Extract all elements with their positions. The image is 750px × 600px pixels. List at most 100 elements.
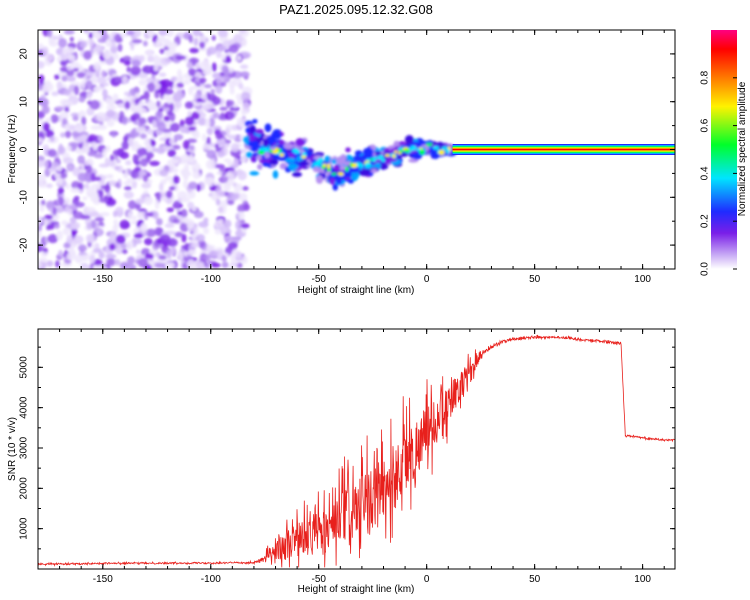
spectrogram-band-core: [416, 148, 422, 152]
spectrogram-noise-blob: [134, 198, 145, 205]
spectrogram-noise-blob: [187, 138, 198, 144]
spectrogram-noise-blob: [149, 160, 160, 167]
spectrogram-noise-blob: [211, 62, 217, 72]
snr-panel: -150 -100 -50 0 50 100 1000 2000 3000 4000 5000 H…: [7, 328, 676, 595]
spectrogram-noise-blob: [164, 175, 174, 182]
spectrogram-noise-blob: [140, 158, 148, 167]
spectrogram-noise-blob: [223, 219, 232, 228]
spectrogram-band-blob: [255, 128, 264, 135]
spectrogram-noise-blob: [190, 241, 200, 248]
spectrogram-noise-blob: [168, 186, 176, 191]
spectrogram-band-blob: [252, 118, 258, 124]
spectrogram-noise-blob: [69, 216, 77, 224]
spectrogram-noise-blob: [180, 208, 188, 219]
spectrogram-band-blob: [278, 140, 286, 145]
spectrogram-noise-blob: [74, 195, 80, 201]
spectrogram-y-ticks: -20 -10 0 10 20: [19, 29, 675, 270]
spectrogram-noise-blob: [114, 259, 121, 266]
spectrogram-noise-blob: [202, 143, 212, 151]
spectrogram-noise-blob: [124, 185, 132, 191]
spectrogram-band-core: [392, 154, 396, 159]
spectrogram-noise-blob: [236, 117, 248, 127]
spectrogram-noise-blob: [177, 251, 184, 262]
spectrogram-noise-blob: [86, 222, 92, 230]
spectrogram-noise-blob: [58, 196, 65, 205]
spectrogram-noise-blob: [156, 192, 162, 200]
spectrogram-noise-blob: [114, 223, 119, 229]
spectrogram-noise-blob: [172, 167, 179, 173]
spectrogram-noise-blob: [238, 30, 247, 34]
spectrogram-noise-blob: [80, 163, 85, 173]
spectrogram-noise-blob: [62, 157, 74, 164]
colorbar-tick-label: 0.6: [700, 118, 711, 132]
spectrogram-noise-blob: [94, 217, 105, 222]
snr-background: [38, 329, 675, 569]
spectrogram-noise-blob: [73, 85, 80, 96]
snr-line: [38, 334, 675, 568]
spectrogram-noise-blob: [91, 77, 98, 84]
spectrogram-noise-blob: [66, 145, 72, 152]
spectrogram-noise-blob: [179, 196, 191, 203]
snr-marks: [38, 334, 675, 568]
spectrogram-noise-blob: [235, 251, 243, 260]
colorbar-tick-label: 0.4: [700, 166, 711, 180]
spectrogram-noise-blob: [105, 254, 117, 259]
spectrogram-noise-blob: [216, 171, 223, 176]
spectrogram-noise-blob: [98, 221, 104, 227]
spectrogram-band-blob: [408, 158, 419, 163]
spectrogram-noise-blob: [38, 159, 46, 168]
spectrogram-x-tick-label: -50: [311, 274, 326, 285]
spectrogram-noise-blob: [225, 180, 236, 186]
spectrogram-band-blobs: [243, 118, 458, 191]
spectrogram-noise-blob: [42, 82, 54, 92]
spectrogram-noise-blob: [62, 227, 71, 236]
spectrogram-noise-blob: [109, 243, 116, 251]
spectrogram-noise-blob: [224, 252, 230, 258]
spectrogram-band-core: [279, 153, 285, 157]
spectrogram-noise-blob: [99, 179, 105, 185]
spectrogram-band-core: [441, 146, 447, 151]
spectrogram-band-blob: [295, 138, 305, 147]
spectrogram-band-core: [393, 150, 398, 154]
spectrogram-noise-blob: [225, 139, 232, 144]
spectrogram-noise-blob: [206, 136, 211, 146]
spectrogram-band-blob: [347, 179, 354, 184]
spectrogram-noise-blob: [239, 71, 250, 78]
spectrogram-noise-blob: [239, 157, 247, 163]
spectrogram-noise-blob: [225, 55, 231, 63]
spectrogram-noise-blob: [93, 248, 102, 254]
spectrogram-noise-blob: [106, 120, 115, 127]
spectrogram-noise-blob: [242, 38, 247, 47]
spectrogram-band-blob: [312, 166, 320, 173]
spectrogram-noise-blob: [113, 219, 118, 226]
spectrogram-noise-blob: [111, 132, 117, 138]
spectrogram-band-blob: [264, 123, 272, 133]
spectrogram-noise-blob: [56, 230, 63, 241]
spectrogram-noise-blob: [121, 140, 129, 151]
spectrogram-band-blob: [249, 171, 260, 176]
spectrogram-noise-blob: [173, 133, 184, 141]
spectrogram-noise-blob: [123, 60, 131, 66]
spectrogram-band-blob: [279, 162, 288, 170]
spectrogram-noise-blob: [197, 117, 207, 126]
spectrogram-noise-blob: [188, 86, 194, 96]
spectrogram-noise-blob: [184, 116, 195, 126]
spectrogram-band-blob: [272, 170, 279, 179]
spectrogram-band-blob: [352, 155, 363, 161]
spectrogram-noise-blob: [230, 193, 240, 201]
spectrogram-noise-blob: [163, 115, 171, 122]
spectrogram-noise-blob: [173, 200, 180, 208]
spectrogram-noise-blob: [170, 158, 179, 164]
spectrogram-noise-blob: [46, 260, 54, 267]
spectrogram-band-blob: [375, 162, 382, 168]
spectrogram-noise-blob: [56, 177, 63, 185]
spectrogram-noise-blob: [93, 258, 103, 266]
spectrogram-noise-blob: [45, 200, 55, 210]
spectrogram-noise-blob: [201, 104, 212, 111]
spectrogram-noise-blob: [233, 183, 243, 192]
snr-y-tick-label: 2000: [19, 477, 30, 500]
spectrogram-noise-blob: [96, 76, 107, 84]
spectrogram-noise-blob: [148, 106, 154, 111]
spectrogram-noise-blob: [145, 228, 157, 238]
spectrogram-noise-blob: [126, 66, 131, 73]
